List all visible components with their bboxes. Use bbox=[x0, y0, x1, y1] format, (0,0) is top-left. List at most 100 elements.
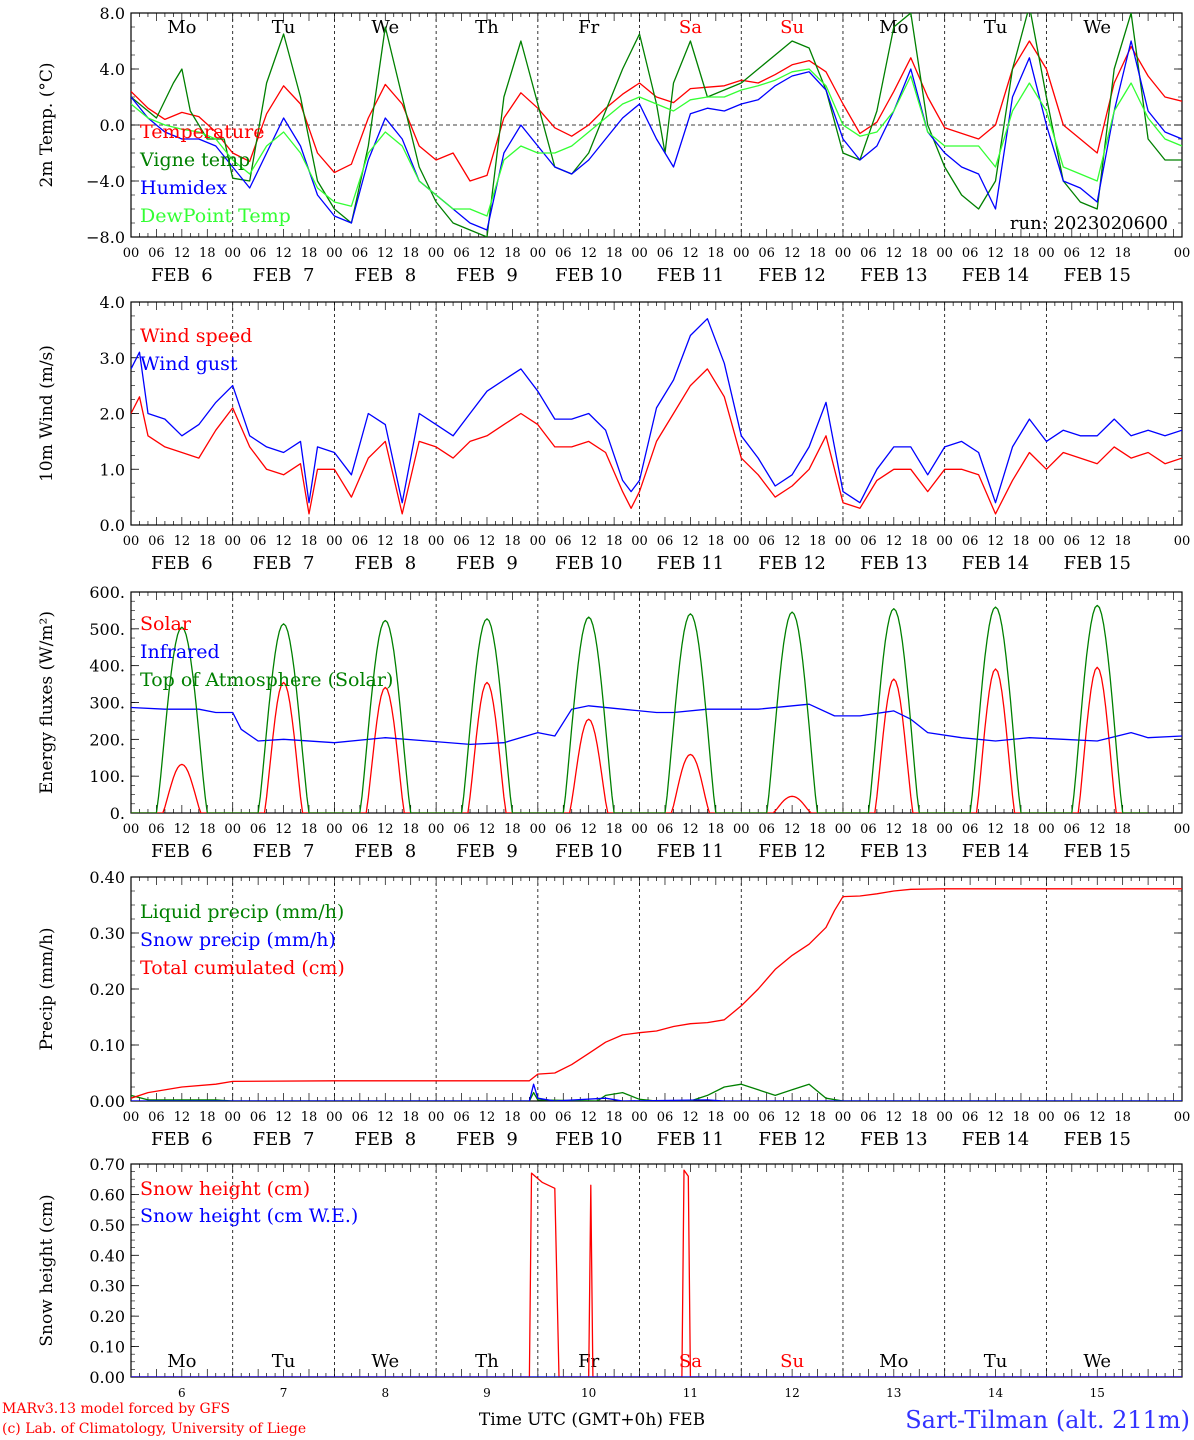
y-tick-label: 0.40 bbox=[89, 868, 125, 887]
hour-tick-label: 12 bbox=[479, 534, 496, 549]
hour-tick-label: 00 bbox=[1174, 534, 1191, 549]
y-tick-label: 4.0 bbox=[100, 60, 125, 79]
hour-tick-label: 00 bbox=[123, 1110, 140, 1125]
hour-tick-label: 18 bbox=[1114, 246, 1131, 261]
y-tick-label: 2.0 bbox=[100, 405, 125, 424]
hour-tick-label: 12 bbox=[987, 1110, 1004, 1125]
legend-entry: Wind speed bbox=[140, 325, 252, 347]
hour-tick-label: 06 bbox=[1064, 246, 1081, 261]
y-tick-label: 0.70 bbox=[89, 1155, 125, 1174]
date-label: FEB 7 bbox=[253, 1129, 315, 1150]
hour-tick-label: 12 bbox=[886, 1110, 903, 1125]
hour-tick-label: 18 bbox=[1013, 1110, 1030, 1125]
hour-tick-label: 18 bbox=[199, 1110, 216, 1125]
hour-tick-label: 06 bbox=[555, 534, 572, 549]
legend-entry: Total cumulated (cm) bbox=[140, 957, 345, 979]
hour-tick-label: 12 bbox=[784, 246, 801, 261]
hour-tick-label: 06 bbox=[352, 822, 369, 837]
hour-tick-label: 06 bbox=[453, 822, 470, 837]
series-temperature bbox=[131, 40, 1182, 182]
weekday-label: Tu bbox=[272, 1351, 296, 1372]
series-group bbox=[131, 1169, 1182, 1377]
legend-entry: Solar bbox=[140, 613, 192, 635]
hour-tick-label: 00 bbox=[530, 534, 547, 549]
date-label: FEB 6 bbox=[151, 1129, 213, 1150]
weekday-label: Su bbox=[780, 17, 804, 38]
y-tick-label: 100. bbox=[89, 767, 125, 786]
hour-tick-label: 06 bbox=[962, 1110, 979, 1125]
y-tick-label: 0.20 bbox=[89, 980, 125, 999]
hour-tick-label: 00 bbox=[936, 534, 953, 549]
y-tick-label: −4.0 bbox=[86, 172, 125, 191]
hour-tick-label: 18 bbox=[606, 534, 623, 549]
hour-tick-label: 00 bbox=[428, 534, 445, 549]
hour-tick-label: 12 bbox=[479, 822, 496, 837]
hour-tick-label: 06 bbox=[657, 1110, 674, 1125]
date-label: FEB 12 bbox=[758, 265, 825, 286]
hour-tick-label: 12 bbox=[275, 534, 292, 549]
hour-tick-label: 00 bbox=[1038, 1110, 1055, 1125]
hour-tick-label: 06 bbox=[148, 1110, 165, 1125]
hour-tick-label: 12 bbox=[682, 246, 699, 261]
date-label: FEB 7 bbox=[253, 265, 315, 286]
date-label: FEB 13 bbox=[860, 265, 927, 286]
hour-tick-label: 12 bbox=[174, 534, 191, 549]
hour-tick-label: 18 bbox=[606, 1110, 623, 1125]
hour-tick-label: 00 bbox=[733, 822, 750, 837]
hour-tick-label: 18 bbox=[402, 1110, 419, 1125]
hour-tick-label: 00 bbox=[530, 246, 547, 261]
hour-tick-label: 06 bbox=[758, 246, 775, 261]
hour-tick-label: 00 bbox=[224, 534, 241, 549]
date-label: FEB 8 bbox=[354, 265, 416, 286]
hour-tick-label: 18 bbox=[911, 534, 928, 549]
y-tick-label: 400. bbox=[89, 657, 125, 676]
legend-entry: Infrared bbox=[140, 641, 220, 663]
series-snow-precip-mm-h bbox=[131, 1083, 1182, 1101]
hour-tick-label: 18 bbox=[809, 1110, 826, 1125]
hour-tick-label: 18 bbox=[199, 822, 216, 837]
hour-tick-label: 06 bbox=[555, 822, 572, 837]
hour-tick-label: 12 bbox=[377, 534, 394, 549]
series-solar bbox=[131, 666, 1149, 813]
hour-tick-label: 12 bbox=[886, 246, 903, 261]
series-group bbox=[131, 888, 1182, 1101]
date-label: FEB 13 bbox=[860, 841, 927, 862]
hour-tick-label: 06 bbox=[250, 1110, 267, 1125]
hour-tick-label: 06 bbox=[352, 246, 369, 261]
hour-tick-label: 12 bbox=[784, 822, 801, 837]
date-label: FEB 11 bbox=[657, 265, 724, 286]
date-label: FEB 14 bbox=[962, 553, 1029, 574]
hour-tick-label: 18 bbox=[911, 822, 928, 837]
hour-tick-label: 00 bbox=[1038, 822, 1055, 837]
hour-tick-label: 00 bbox=[1038, 534, 1055, 549]
y-axis-label: 10m Wind (m/s) bbox=[37, 345, 57, 482]
legend-entry: Top of Atmosphere (Solar) bbox=[140, 669, 393, 691]
weekday-label: We bbox=[371, 1351, 399, 1372]
series-total-cumulated-cm bbox=[131, 888, 1182, 1099]
hour-tick-label: 12 bbox=[682, 534, 699, 549]
legend-entry: Humidex bbox=[140, 177, 227, 199]
credit-line-1: MARv3.13 model forced by GFS bbox=[2, 1401, 230, 1417]
hour-tick-label: 12 bbox=[174, 822, 191, 837]
hour-tick-label: 00 bbox=[835, 534, 852, 549]
hour-tick-label: 18 bbox=[809, 246, 826, 261]
hour-tick-label: 00 bbox=[1174, 1110, 1191, 1125]
day-number-label: 13 bbox=[886, 1386, 901, 1400]
hour-tick-label: 12 bbox=[580, 822, 597, 837]
hour-tick-label: 00 bbox=[733, 246, 750, 261]
weekday-label: We bbox=[1083, 1351, 1111, 1372]
date-label: FEB 11 bbox=[657, 1129, 724, 1150]
y-tick-label: 4.0 bbox=[100, 293, 125, 312]
y-tick-label: 0.10 bbox=[89, 1036, 125, 1055]
hour-tick-label: 18 bbox=[504, 534, 521, 549]
panel-4: 0.40 0.30 0.20 0.10 0.00 Precip (mm/h) 00 06 12 1… bbox=[37, 868, 1190, 1150]
hour-tick-label: 18 bbox=[402, 822, 419, 837]
date-label: FEB 14 bbox=[962, 1129, 1029, 1150]
hour-tick-label: 18 bbox=[402, 246, 419, 261]
legend-entry: Temperature bbox=[140, 121, 264, 143]
y-tick-label: 0.00 bbox=[89, 1092, 125, 1111]
hour-tick-label: 06 bbox=[657, 534, 674, 549]
date-label: FEB 6 bbox=[151, 841, 213, 862]
date-label: FEB 8 bbox=[354, 1129, 416, 1150]
date-label: FEB 15 bbox=[1063, 553, 1130, 574]
